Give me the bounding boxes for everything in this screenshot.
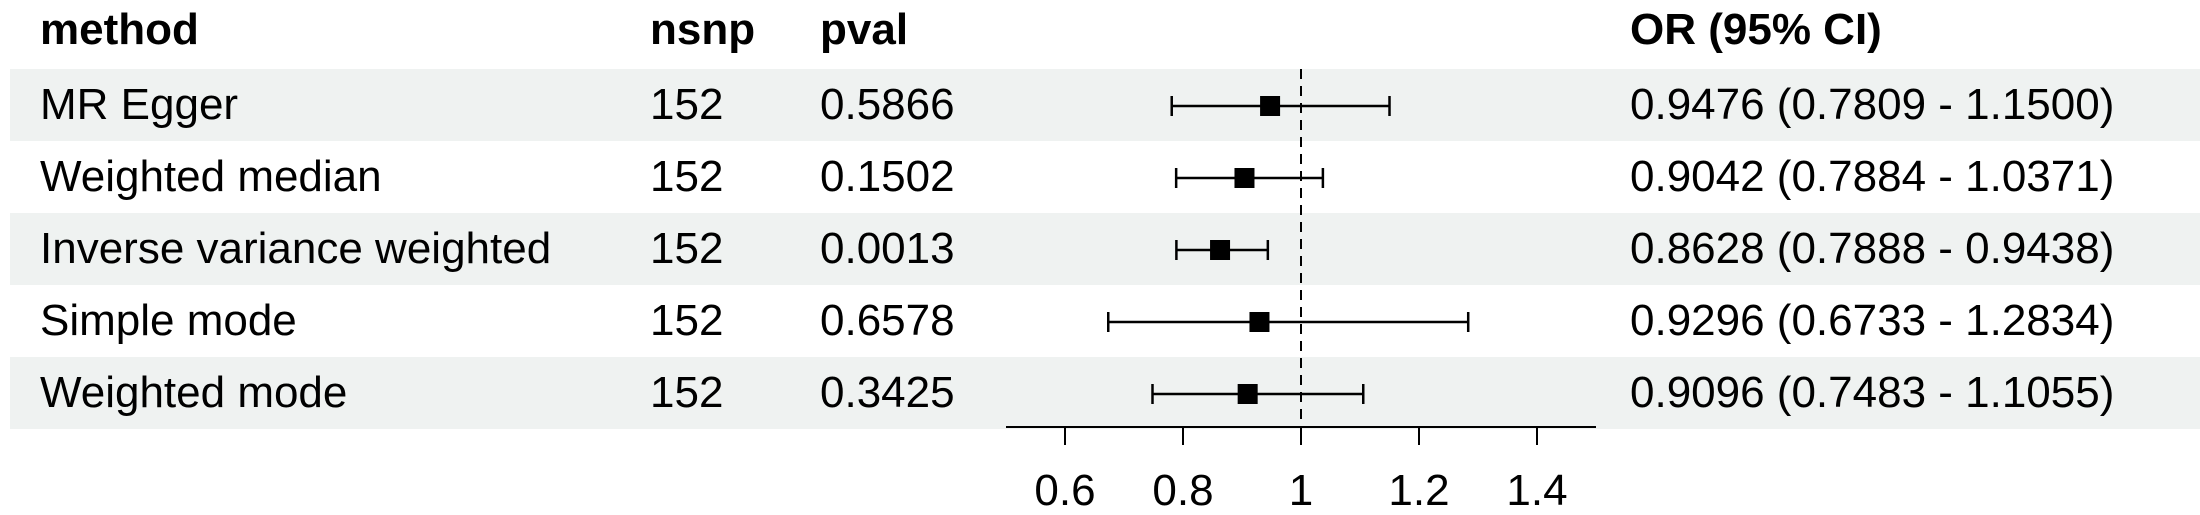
x-tick-label: 0.8 (1152, 466, 1213, 515)
row-stripe (10, 69, 2200, 141)
row-stripe (10, 357, 2200, 429)
x-tick-label: 1.4 (1506, 466, 1567, 515)
point-estimate (1234, 168, 1255, 188)
point-estimate (1237, 384, 1258, 404)
cell-nsnp: 152 (650, 80, 724, 129)
row-stripe (10, 213, 2200, 285)
cell-nsnp: 152 (650, 224, 724, 273)
cell-or-ci: 0.8628 (0.7888 - 0.9438) (1630, 224, 2115, 273)
cell-method: MR Egger (40, 80, 239, 129)
cell-pval: 0.3425 (820, 368, 955, 417)
cell-method: Simple mode (40, 296, 297, 345)
cell-method: Inverse variance weighted (40, 224, 552, 273)
cell-pval: 0.5866 (820, 80, 955, 129)
header-or-ci: OR (95% CI) (1630, 5, 1882, 54)
cell-nsnp: 152 (650, 296, 724, 345)
cell-nsnp: 152 (650, 152, 724, 201)
header-method: method (40, 5, 199, 54)
cell-or-ci: 0.9296 (0.6733 - 1.2834) (1630, 296, 2115, 345)
header-pval: pval (820, 5, 909, 54)
header-nsnp: nsnp (650, 5, 756, 54)
cell-nsnp: 152 (650, 368, 724, 417)
point-estimate (1210, 240, 1231, 260)
x-tick-label: 1.2 (1388, 466, 1449, 515)
point-estimate (1249, 312, 1270, 332)
cell-pval: 0.6578 (820, 296, 955, 345)
cell-or-ci: 0.9042 (0.7884 - 1.0371) (1630, 152, 2115, 201)
cell-or-ci: 0.9476 (0.7809 - 1.1500) (1630, 80, 2115, 129)
x-tick-label: 1 (1289, 466, 1313, 515)
cell-method: Weighted median (40, 152, 382, 201)
cell-pval: 0.1502 (820, 152, 955, 201)
cell-method: Weighted mode (40, 368, 348, 417)
x-tick-label: 0.6 (1034, 466, 1095, 515)
point-estimate (1260, 96, 1281, 116)
cell-or-ci: 0.9096 (0.7483 - 1.1055) (1630, 368, 2115, 417)
cell-pval: 0.0013 (820, 224, 955, 273)
